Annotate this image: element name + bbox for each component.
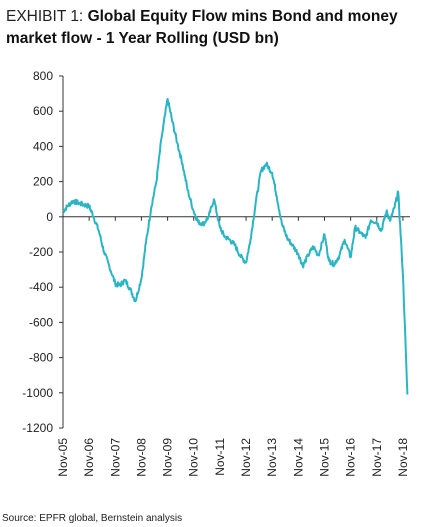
y-tick-label: -1000 <box>22 386 53 400</box>
source-note: Source: EPFR global, Bernstein analysis <box>2 513 183 524</box>
line-chart: 8006004002000-200-400-600-800-1000-1200 … <box>22 69 410 477</box>
x-tick-label: Nov-11 <box>213 438 227 476</box>
series-layer <box>62 97 409 395</box>
y-tick-label: 600 <box>33 104 53 118</box>
x-tick-label: Nov-15 <box>317 438 331 477</box>
x-tick-label: Nov-07 <box>108 438 122 477</box>
chart-title: EXHIBIT 1: Global Equity Flow mins Bond … <box>6 6 416 50</box>
x-tick-label: Nov-12 <box>239 438 253 477</box>
x-tick-label: Nov-13 <box>265 438 279 477</box>
y-tick-label: -800 <box>29 351 53 365</box>
x-tick-label: Nov-08 <box>134 438 148 477</box>
y-tick-label: 400 <box>33 139 53 153</box>
x-axis: Nov-05 Nov-06 Nov-07 Nov-08 Nov-09 Nov-10 Nov-… <box>56 216 410 477</box>
y-axis: 800 600 400 200 0 -200 -400 -600 -800 -1000 -1200 <box>22 69 64 435</box>
y-tick-label: -200 <box>29 245 53 259</box>
x-tick-label: Nov-17 <box>370 438 384 477</box>
x-tick-label: Nov-14 <box>291 438 305 477</box>
y-tick-label: 0 <box>46 210 53 224</box>
y-tick-label: -400 <box>29 280 53 294</box>
series-line-0 <box>62 97 409 395</box>
chart-title-text: Global Equity Flow mins Bond and money m… <box>6 8 398 47</box>
y-tick-label: 800 <box>33 69 53 83</box>
x-tick-label: Nov-18 <box>396 438 410 477</box>
exhibit-label: EXHIBIT 1: <box>6 8 84 25</box>
x-tick-label: Nov-10 <box>187 438 201 477</box>
x-tick-label: Nov-16 <box>344 438 358 477</box>
x-tick-label: Nov-05 <box>56 438 70 477</box>
y-tick-label: -1200 <box>22 421 53 435</box>
x-tick-label: Nov-09 <box>161 438 175 477</box>
y-tick-label: 200 <box>33 175 53 189</box>
y-tick-label: -600 <box>29 315 53 329</box>
x-tick-label: Nov-06 <box>82 438 96 477</box>
